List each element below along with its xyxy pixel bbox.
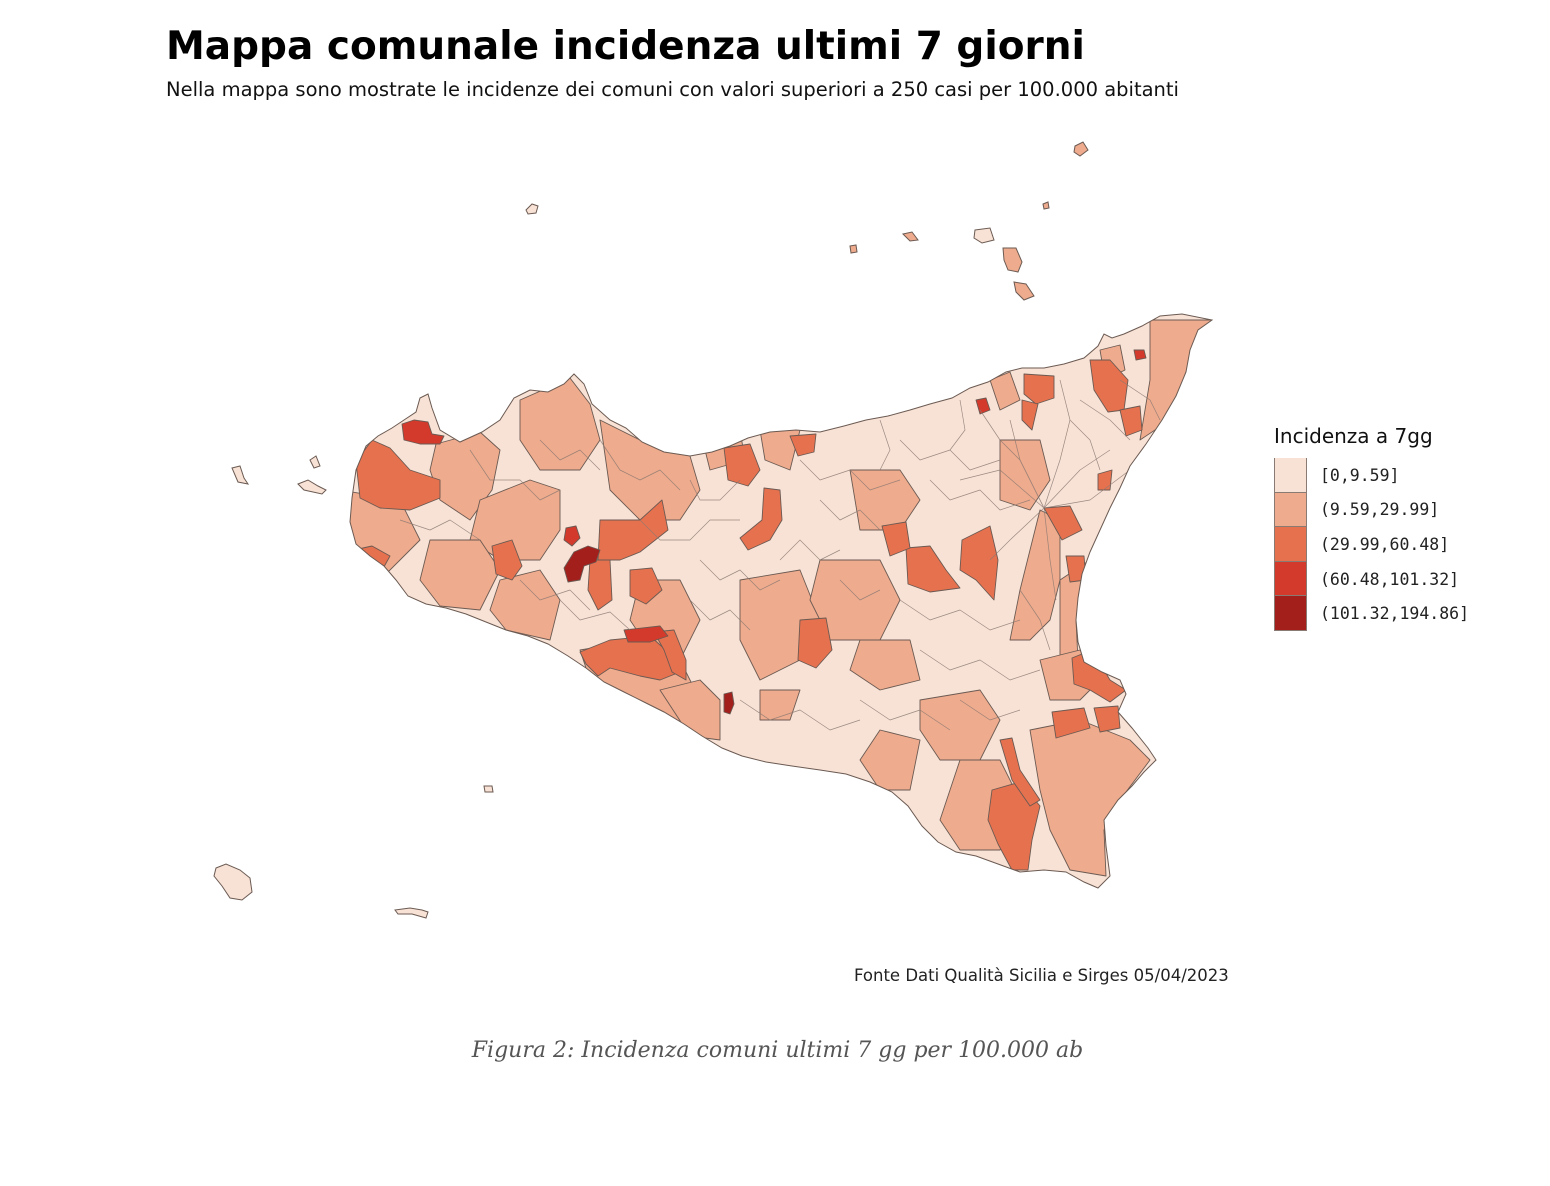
island-lipari [1002, 247, 1023, 273]
legend-item-class-4: (60.48,101.32] [1274, 561, 1469, 597]
island-salina [973, 227, 995, 244]
legend-swatch [1274, 596, 1307, 631]
legend-swatch [1274, 527, 1307, 562]
island-pantelleria [213, 863, 253, 901]
class-2-areas [350, 319, 1212, 877]
legend-item-class-2: (9.59,29.99] [1274, 492, 1469, 528]
island-levanzo [309, 455, 321, 469]
class-5-areas [563, 545, 735, 715]
island-alicudi [849, 244, 858, 254]
legend-item-class-1: [0,9.59] [1274, 458, 1469, 493]
island-vulcano [1013, 281, 1035, 301]
class-3-areas [353, 359, 1143, 871]
island-linosa [483, 785, 494, 793]
island-favignana [297, 479, 327, 495]
legend-swatch [1274, 458, 1307, 493]
island-filicudi [902, 231, 919, 242]
legend-swatch [1274, 561, 1307, 597]
figure-caption: Figura 2: Incidenza comuni ultimi 7 gg p… [471, 1038, 1084, 1063]
class-4-areas [401, 349, 1147, 643]
municipality-boundaries [399, 379, 1161, 731]
legend-title: Incidenza a 7gg [1274, 424, 1433, 448]
map-legend: Incidenza a 7gg [0,9.59] (9.59,29.99] (2… [1274, 424, 1469, 631]
legend-label: [0,9.59] [1320, 465, 1400, 485]
legend-item-class-5: (101.32,194.86] [1274, 596, 1469, 631]
island-stromboli [1073, 141, 1089, 157]
legend-label: (101.32,194.86] [1320, 604, 1470, 624]
legend-item-class-3: (29.99,60.48] [1274, 527, 1469, 562]
map-subtitle: Nella mappa sono mostrate le incidenze d… [166, 78, 1179, 101]
island-lampedusa [394, 907, 429, 919]
legend-label: (29.99,60.48] [1320, 534, 1450, 554]
legend-swatch [1274, 492, 1307, 528]
legend-label: (60.48,101.32] [1320, 569, 1460, 589]
island-marettimo [231, 465, 250, 485]
island-panarea [1042, 201, 1050, 210]
legend-label: (9.59,29.99] [1320, 500, 1440, 520]
island-ustica [525, 203, 539, 215]
data-source-note: Fonte Dati Qualità Sicilia e Sirges 05/0… [854, 966, 1229, 985]
minor-islands [213, 141, 1089, 919]
map-title: Mappa comunale incidenza ultimi 7 giorni [166, 24, 1085, 69]
